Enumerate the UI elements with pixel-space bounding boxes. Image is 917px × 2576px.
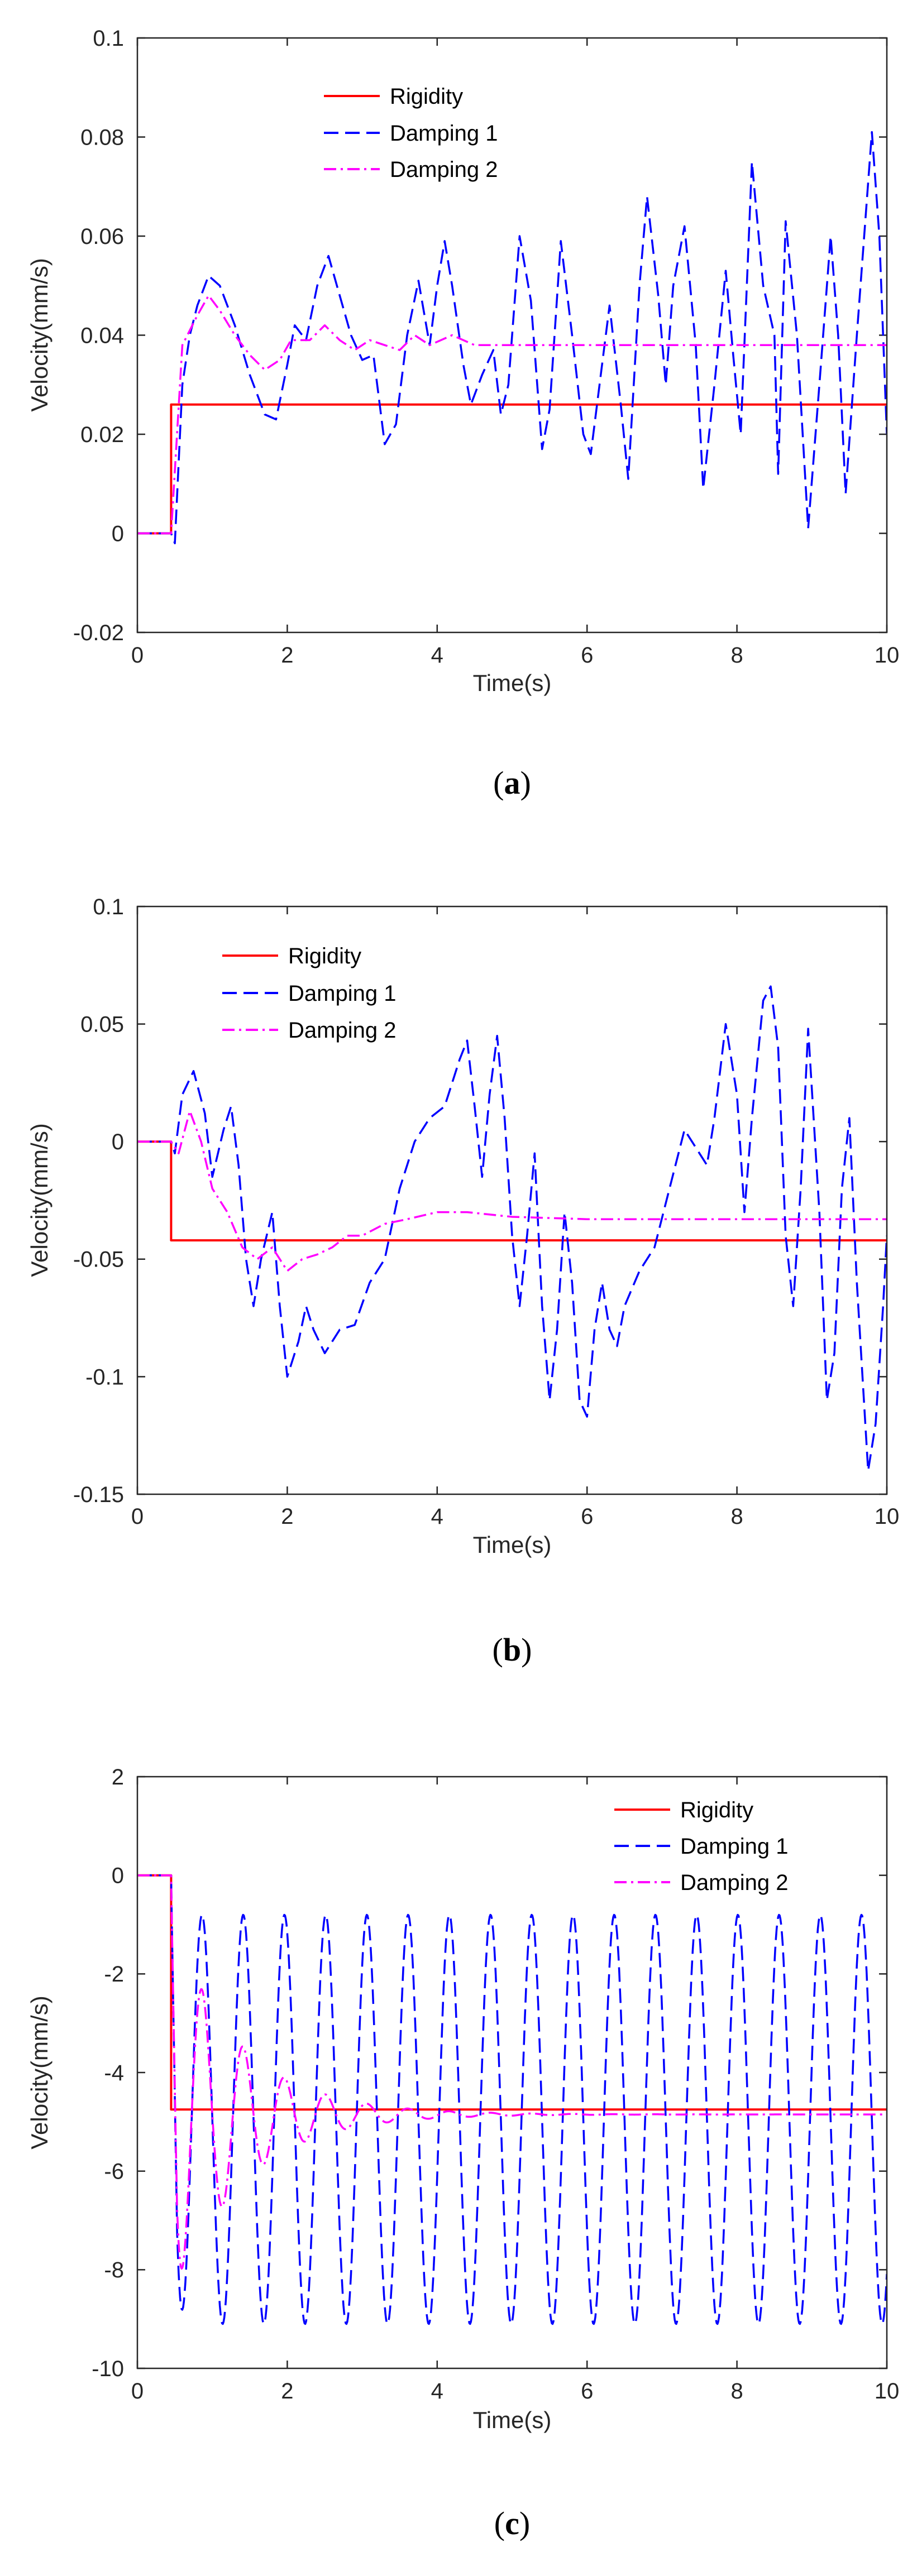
axes-box-c: [136, 1776, 888, 2369]
x-tick-label: 2: [281, 643, 293, 668]
y-tick-labels-a: -0.02 0 0.02 0.04 0.06 0.08 0.1: [73, 26, 124, 645]
x-tick-label: 6: [581, 2379, 593, 2404]
y-tick-label: 0: [112, 521, 124, 546]
y-tick-label: 2: [112, 1765, 124, 1790]
x-tick-label: 6: [581, 643, 593, 668]
x-tick-label: 0: [131, 2379, 144, 2404]
series-line-damping-2: [137, 294, 887, 535]
legend-label-damping-1: Damping 1: [390, 121, 498, 146]
legend-label-damping-1: Damping 1: [288, 981, 396, 1006]
x-tick-label: 8: [730, 2379, 743, 2404]
y-tick-label: -4: [104, 2061, 124, 2085]
x-tick-label: 10: [875, 1504, 900, 1529]
legend-label-rigidity: Rigidity: [390, 84, 463, 109]
x-tick-label: 4: [431, 2379, 443, 2404]
series-line-damping-1: [137, 131, 887, 545]
x-axis-label-a: Time(s): [473, 670, 552, 696]
legend-label-rigidity: Rigidity: [288, 944, 361, 968]
x-tick-label: 6: [581, 1504, 593, 1529]
caption-a: (a): [493, 765, 531, 801]
series-line-damping-2: [137, 1874, 887, 2270]
legend-a: Rigidity Damping 1 Damping 2: [324, 84, 498, 182]
series-layer-c: [137, 1874, 887, 2325]
x-tick-label: 2: [281, 2379, 293, 2404]
x-axis-label-b: Time(s): [473, 1532, 552, 1558]
caption-b: (b): [493, 1632, 532, 1668]
y-tick-label: -8: [104, 2258, 124, 2282]
x-tick-labels-c: 0 2 4 6 8 10: [131, 2379, 899, 2404]
legend-label-damping-1: Damping 1: [680, 1834, 788, 1859]
y-tick-label: 0.02: [80, 423, 124, 447]
series-layer-a: [137, 131, 887, 545]
x-tick-label: 0: [131, 1504, 144, 1529]
caption-c: (c): [494, 2505, 530, 2541]
chart-panel-c: -10 -8 -6 -4 -2 0 2 0 2 4 6 8 10 Time(s)…: [26, 1765, 899, 2541]
y-tick-label: 0.04: [80, 323, 124, 348]
x-tick-labels-b: 0 2 4 6 8 10: [131, 1504, 899, 1529]
y-tick-label: 0.06: [80, 224, 124, 249]
x-tick-label: 10: [875, 643, 900, 668]
x-tick-label: 0: [131, 643, 144, 668]
x-tick-label: 4: [431, 1504, 443, 1529]
y-tick-labels-b: -0.15 -0.1 -0.05 0 0.05 0.1: [73, 895, 124, 1507]
y-tick-label: -0.15: [73, 1483, 124, 1507]
y-tick-label: -0.05: [73, 1248, 124, 1272]
y-tick-label: -2: [104, 1962, 124, 1987]
y-tick-label: 0.1: [93, 26, 124, 51]
y-tick-label: -10: [92, 2357, 124, 2381]
y-tick-label: 0: [112, 1130, 124, 1154]
y-tick-label: 0: [112, 1864, 124, 1888]
y-tick-label: -6: [104, 2160, 124, 2184]
x-tick-label: 8: [730, 1504, 743, 1529]
y-axis-label-a: Velocity(mm/s): [26, 258, 52, 411]
y-tick-label: -0.1: [85, 1365, 124, 1389]
y-tick-label: 0.08: [80, 125, 124, 150]
x-tick-labels-a: 0 2 4 6 8 10: [131, 643, 899, 668]
y-axis-label-b: Velocity(mm/s): [26, 1123, 52, 1277]
legend-label-damping-2: Damping 2: [680, 1870, 788, 1895]
x-tick-label: 2: [281, 1504, 293, 1529]
y-axis-label-c: Velocity(mm/s): [26, 1995, 52, 2149]
x-tick-label: 10: [875, 2379, 900, 2404]
legend-b: Rigidity Damping 1 Damping 2: [222, 944, 396, 1043]
chart-panel-a: -0.02 0 0.02 0.04 0.06 0.08 0.1 0 2 4 6 …: [26, 26, 899, 801]
chart-panel-b: -0.15 -0.1 -0.05 0 0.05 0.1 0 2 4 6 8 10…: [26, 895, 899, 1668]
plot-area-c: [137, 1777, 887, 2368]
series-line-damping-1: [137, 1874, 887, 2325]
axes-box-b: [136, 905, 888, 1495]
legend-c: Rigidity Damping 1 Damping 2: [614, 1798, 788, 1895]
y-tick-label: 0.05: [80, 1013, 124, 1037]
legend-label-damping-2: Damping 2: [390, 157, 498, 182]
plot-area-b: [137, 906, 887, 1494]
y-tick-label: 0.1: [93, 895, 124, 919]
y-tick-label: -0.02: [73, 621, 124, 645]
axes-box-a: [136, 37, 888, 634]
x-tick-label: 8: [730, 643, 743, 668]
series-layer-b: [137, 985, 887, 1472]
x-tick-label: 4: [431, 643, 443, 668]
legend-label-rigidity: Rigidity: [680, 1798, 753, 1822]
legend-label-damping-2: Damping 2: [288, 1018, 396, 1043]
series-line-damping-1: [137, 985, 887, 1472]
x-axis-label-c: Time(s): [473, 2407, 552, 2433]
y-tick-labels-c: -10 -8 -6 -4 -2 0 2: [92, 1765, 124, 2381]
